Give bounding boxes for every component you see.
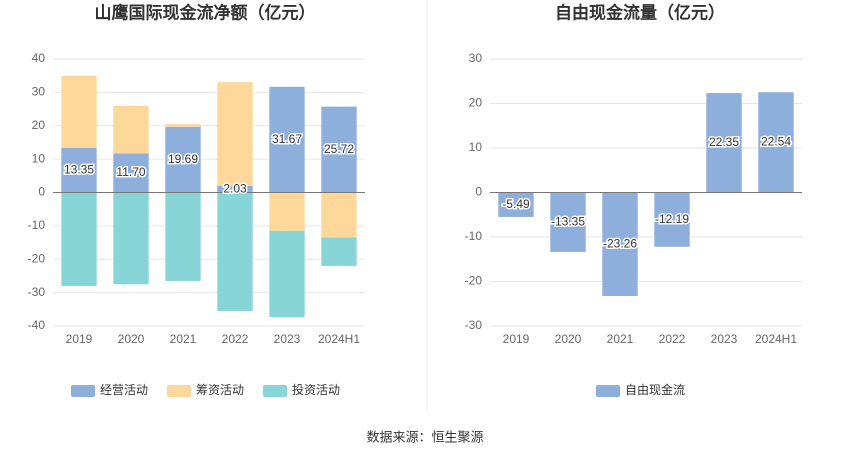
bar (269, 192, 305, 231)
bar (706, 93, 742, 193)
bar (165, 126, 201, 193)
bar (602, 192, 638, 297)
bar (321, 192, 357, 238)
bar (321, 237, 357, 266)
y-tick-label: 0 (475, 185, 482, 199)
x-tick-label: 2022 (659, 332, 686, 346)
bar (550, 192, 586, 252)
bar (61, 192, 97, 286)
bar (758, 92, 794, 193)
value-label: 2.03 (223, 181, 247, 195)
bar (217, 82, 253, 186)
chart-title: 自由现金流量（亿元） (555, 2, 725, 22)
value-label: 13.35 (64, 162, 94, 176)
bar (269, 86, 305, 193)
x-tick-label: 2024H1 (318, 332, 360, 346)
y-tick-label: 20 (32, 118, 46, 132)
legend-swatch (167, 385, 191, 397)
bar (321, 106, 357, 193)
x-tick-label: 2023 (711, 332, 738, 346)
value-label: -5.49 (502, 197, 530, 211)
legend-label: 经营活动 (100, 383, 148, 397)
legend-swatch (71, 385, 95, 397)
bar (269, 230, 305, 317)
y-tick-label: 20 (469, 96, 483, 110)
y-tick-label: -10 (28, 218, 46, 232)
y-tick-label: 30 (32, 85, 46, 99)
bar (217, 192, 253, 311)
value-label: -13.35 (551, 214, 585, 228)
value-label: 25.72 (324, 142, 354, 156)
x-tick-label: 2023 (274, 332, 301, 346)
y-tick-label: 40 (32, 51, 46, 65)
legend-label: 自由现金流 (625, 382, 685, 397)
bar (165, 124, 201, 127)
y-tick-label: 10 (469, 140, 483, 154)
y-tick-label: -30 (465, 318, 483, 332)
value-label: 19.69 (168, 152, 198, 166)
bar (498, 192, 534, 217)
legend-label: 筹资活动 (196, 383, 244, 397)
bar (113, 105, 149, 154)
bar (113, 153, 149, 193)
y-tick-label: 30 (469, 51, 483, 65)
value-label: 22.35 (709, 135, 739, 149)
legend-swatch (596, 385, 620, 397)
bar (654, 192, 690, 247)
bar (61, 147, 97, 193)
chart-title: 山鹰国际现金流净额（亿元） (95, 2, 316, 22)
x-tick-label: 2022 (222, 332, 249, 346)
y-tick-label: 10 (32, 151, 46, 165)
value-label: 22.54 (761, 135, 791, 149)
legend-label: 投资活动 (292, 382, 340, 397)
bar (61, 75, 97, 148)
y-tick-label: 0 (38, 185, 45, 199)
legend-swatch (263, 385, 287, 397)
bar (217, 185, 253, 193)
bar (165, 192, 201, 281)
x-tick-label: 2020 (118, 332, 145, 346)
y-tick-label: -40 (28, 318, 46, 332)
y-tick-label: -20 (28, 251, 46, 265)
x-tick-label: 2020 (555, 332, 582, 346)
x-tick-label: 2021 (607, 332, 634, 346)
x-tick-label: 2019 (503, 332, 530, 346)
source: 数据来源：恒生聚源 (366, 429, 483, 444)
y-tick-label: -20 (465, 274, 483, 288)
y-tick-label: -10 (465, 229, 483, 243)
value-label: 11.70 (116, 165, 145, 179)
value-label: 31.67 (272, 132, 302, 146)
value-label: -23.26 (603, 236, 637, 250)
x-tick-label: 2024H1 (755, 332, 797, 346)
bar (113, 192, 149, 285)
value-label: -12.19 (655, 212, 689, 226)
x-tick-label: 2021 (170, 332, 197, 346)
y-tick-label: -30 (28, 285, 46, 299)
x-tick-label: 2019 (66, 332, 93, 346)
